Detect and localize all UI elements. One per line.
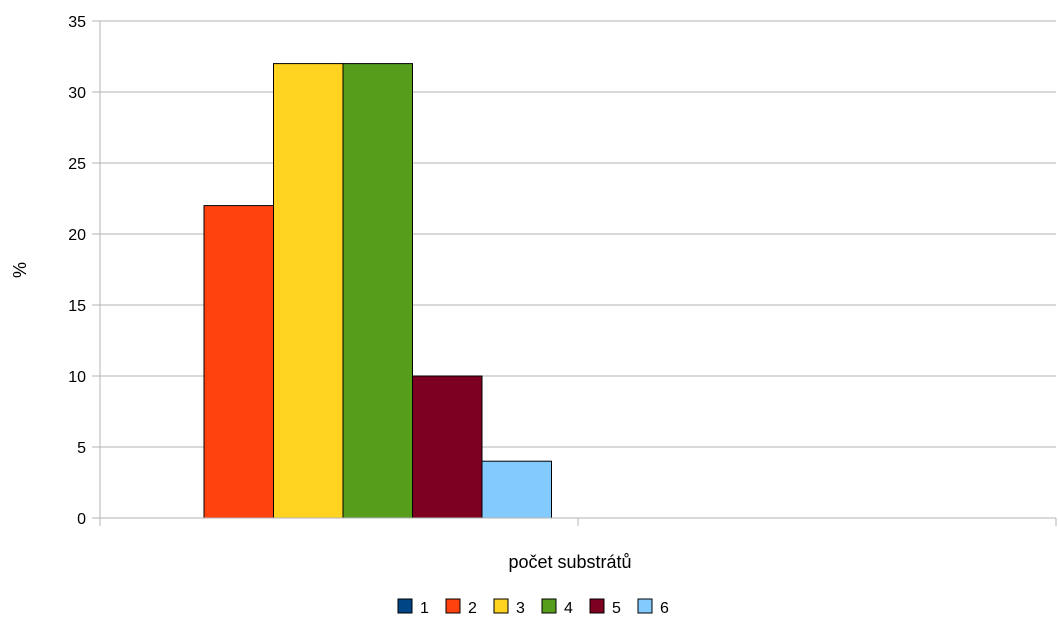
- tick-labels: 0 5 10 15 20 25 30 35: [68, 14, 86, 528]
- legend-label-5: 5: [612, 600, 621, 617]
- legend-label-1: 1: [420, 600, 429, 617]
- bar-series-6: [481, 460, 552, 519]
- y-tick-label: 20: [68, 227, 86, 244]
- y-tick-label: 0: [77, 511, 86, 528]
- bars: [203, 63, 552, 519]
- axes: [99, 21, 1057, 526]
- y-tick-label: 10: [68, 369, 86, 386]
- legend-label-2: 2: [468, 600, 477, 617]
- legend-swatch-4: [541, 598, 557, 614]
- bar-series-2: [203, 205, 274, 519]
- legend-label-3: 3: [516, 600, 525, 617]
- bar-series-4: [342, 63, 413, 519]
- y-tick-label: 15: [68, 298, 86, 315]
- y-tick-label: 35: [68, 14, 86, 31]
- legend-swatch-1: [397, 598, 413, 614]
- x-axis-title: počet substrátů: [508, 552, 631, 572]
- legend-label-6: 6: [660, 600, 669, 617]
- legend-swatch-5: [589, 598, 605, 614]
- legend-label-4: 4: [564, 600, 573, 617]
- legend-swatch-6: [637, 598, 653, 614]
- bar-series-5: [412, 375, 483, 519]
- legend-swatch-2: [445, 598, 461, 614]
- y-tick-label: 25: [68, 156, 86, 173]
- y-tick-label: 5: [77, 440, 86, 457]
- legend: 1 2 3 4 5 6: [397, 598, 669, 617]
- legend-swatch-3: [493, 598, 509, 614]
- bar-series-3: [273, 63, 344, 519]
- y-tick-label: 30: [68, 85, 86, 102]
- y-axis-title: %: [10, 262, 30, 278]
